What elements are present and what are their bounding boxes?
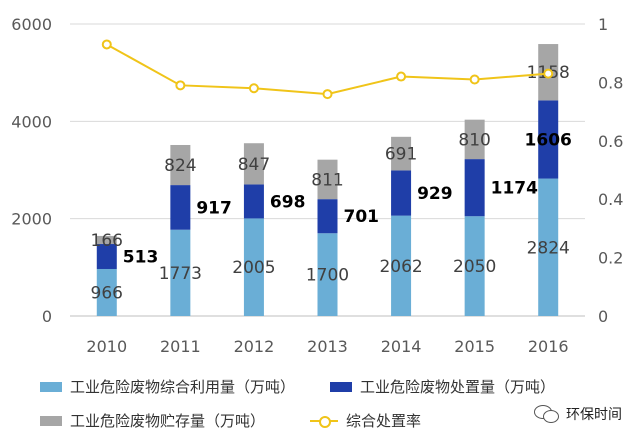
x-tick-label: 2015 xyxy=(454,337,495,356)
bar-segment xyxy=(243,143,264,185)
data-label: 810 xyxy=(458,130,490,150)
bar-segment xyxy=(538,100,559,179)
x-tick-label: 2016 xyxy=(528,337,569,356)
bar-segment xyxy=(317,233,338,316)
legend-swatch-storage xyxy=(40,415,62,426)
rate-line xyxy=(106,43,549,96)
rate-point xyxy=(101,39,112,50)
legend-label-rate: 综合处置率 xyxy=(346,412,422,430)
legend-label-storage: 工业危险废物贮存量（万吨） xyxy=(70,412,266,430)
data-label: 1174 xyxy=(491,179,538,199)
y2-tick-label: 0.6 xyxy=(598,132,623,151)
bar-segment xyxy=(243,184,264,219)
legend-label-disposal: 工业危险废物处置量（万吨） xyxy=(360,378,556,396)
data-label: 966 xyxy=(91,283,123,303)
legend: 工业危险废物综合利用量（万吨） 工业危险废物处置量（万吨） 工业危险废物贮存量（… xyxy=(40,372,600,440)
y-tick-label: 4000 xyxy=(11,112,52,131)
data-label: 2824 xyxy=(527,238,570,258)
x-tick-label: 2010 xyxy=(86,337,127,356)
legend-label-utilization: 工业危险废物综合利用量（万吨） xyxy=(70,378,296,396)
bar-segment xyxy=(464,216,485,316)
watermark: 环保时间 xyxy=(534,404,622,424)
legend-item-storage: 工业危险废物贮存量（万吨） xyxy=(40,410,265,431)
bar-segment xyxy=(464,159,485,217)
y-tick-label: 2000 xyxy=(11,210,52,229)
data-label: 847 xyxy=(238,155,270,175)
legend-item-utilization: 工业危险废物综合利用量（万吨） xyxy=(40,376,295,397)
x-tick-label: 2013 xyxy=(307,337,348,356)
data-label: 917 xyxy=(196,198,232,218)
data-label: 811 xyxy=(311,170,343,190)
bar-segment xyxy=(317,159,338,200)
bar-segment xyxy=(391,215,412,316)
rate-point xyxy=(396,71,407,82)
x-tick-label: 2011 xyxy=(160,337,201,356)
chart: 0 2000 4000 6000 0 0.2 0.4 0.6 0.8 1 2010 2011 2012 2… xyxy=(11,15,623,356)
y2-tick-label: 0.8 xyxy=(598,73,623,92)
legend-swatch-rate xyxy=(310,415,338,428)
bar-segment xyxy=(317,199,338,234)
rate-point xyxy=(322,89,333,100)
bar-segment xyxy=(96,268,117,316)
rate-point xyxy=(175,80,186,91)
rate-point xyxy=(248,83,259,94)
legend-swatch-utilization xyxy=(40,381,62,392)
data-label: 698 xyxy=(270,192,306,212)
data-label: 929 xyxy=(417,184,453,204)
watermark-text: 环保时间 xyxy=(566,407,622,423)
y2-tick-label: 1 xyxy=(598,15,608,34)
data-label: 2050 xyxy=(453,257,496,277)
data-label: 824 xyxy=(164,156,196,176)
legend-item-disposal: 工业危险废物处置量（万吨） xyxy=(330,376,555,397)
bar-segment xyxy=(96,235,117,245)
rate-point xyxy=(543,68,554,79)
legend-swatch-disposal xyxy=(330,381,352,392)
bar-segment xyxy=(464,119,485,160)
x-tick-label: 2014 xyxy=(381,337,422,356)
x-tick-label: 2012 xyxy=(234,337,275,356)
y2-tick-label: 0.2 xyxy=(598,249,623,268)
bar-segment xyxy=(391,136,412,171)
legend-item-rate: 综合处置率 xyxy=(310,410,421,431)
wechat-icon xyxy=(534,405,560,423)
bar-segment xyxy=(243,218,264,316)
data-label: 166 xyxy=(91,231,123,251)
data-label: 2005 xyxy=(232,258,275,278)
data-label: 1606 xyxy=(525,130,572,150)
bar-segment xyxy=(391,170,412,216)
bar-segment xyxy=(538,178,559,316)
data-label: 2062 xyxy=(379,257,422,277)
data-label: 1773 xyxy=(159,264,202,284)
bar-segment xyxy=(96,244,117,269)
data-label: 691 xyxy=(385,145,417,165)
y2-tick-label: 0.4 xyxy=(598,190,623,209)
y-tick-label: 6000 xyxy=(11,15,52,34)
y2-tick-label: 0 xyxy=(598,307,608,326)
data-label: 701 xyxy=(344,207,380,227)
bar-segment xyxy=(170,144,191,186)
data-label: 513 xyxy=(123,248,158,268)
data-label: 1700 xyxy=(306,266,349,286)
rate-point xyxy=(469,74,480,85)
y-tick-label: 0 xyxy=(42,307,52,326)
bar-segment xyxy=(170,185,191,230)
bar-segment xyxy=(170,229,191,316)
